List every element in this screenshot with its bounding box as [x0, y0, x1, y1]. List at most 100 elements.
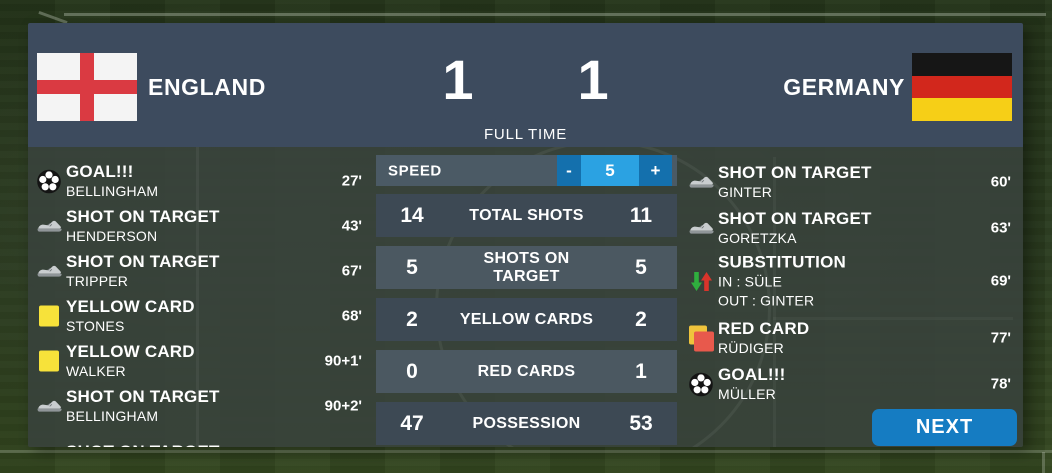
shoe-icon: [36, 213, 62, 240]
event-minute: 63': [990, 219, 1011, 237]
stat-home-value: 14: [400, 203, 424, 227]
speed-increase-button[interactable]: +: [639, 155, 672, 186]
event-title: SUBSTITUTION: [718, 252, 847, 272]
stat-row-red-cards: 0 RED CARDS 1: [376, 350, 677, 393]
stat-row-possession: 47 POSSESSION 53: [376, 402, 677, 445]
stat-label: TOTAL SHOTS: [469, 206, 584, 224]
event-row-shot: SHOT ON TARGET GINTER 60': [688, 160, 1011, 204]
speed-decrease-button[interactable]: -: [557, 155, 581, 186]
shoe-icon: [688, 169, 714, 196]
stat-home-value: 0: [406, 359, 418, 383]
stat-away-value: 1: [635, 359, 647, 383]
event-minute: 78': [990, 375, 1011, 393]
event-player: GORETZKA: [718, 230, 797, 246]
event-player-in: IN : SÜLE: [718, 273, 783, 290]
event-title: GOAL!!!: [718, 365, 786, 384]
event-row-goal: GOAL!!! MÜLLER 78': [688, 362, 1011, 406]
stat-away-value: 2: [635, 307, 647, 331]
yellow-card-icon: [36, 348, 62, 375]
away-events-list[interactable]: SHOT ON TARGET GINTER 60' SHOT O: [688, 147, 1011, 447]
home-events-list[interactable]: GOAL!!! BELLINGHAM 27' SHOT ON T: [36, 147, 362, 447]
event-minute: 68': [341, 307, 362, 325]
score-line: 1 1: [28, 49, 1023, 111]
pitch-sideline-bottom: [0, 450, 1052, 453]
event-minute: 67': [341, 262, 362, 280]
event-player: BELLINGHAM: [66, 183, 159, 199]
event-player: WALKER: [66, 363, 126, 379]
stat-label: POSSESSION: [472, 414, 581, 432]
event-title: SHOT ON TARGET: [66, 441, 220, 447]
event-minute: 90+1': [324, 352, 362, 370]
event-player: RÜDIGER: [718, 340, 784, 356]
event-title: SHOT ON TARGET: [66, 387, 220, 406]
substitution-arrows-icon: [688, 268, 714, 295]
event-row-yellow-card: YELLOW CARD STONES 68': [36, 294, 362, 338]
event-row-shot: SHOT ON TARGET GORETZKA 63': [688, 206, 1011, 250]
next-button[interactable]: NEXT: [872, 409, 1017, 446]
event-player: BELLINGHAM: [66, 408, 159, 424]
speed-stepper: - 5 +: [557, 155, 672, 186]
scoreboard-header: ENGLAND 1 1 FULL TIME GERMANY: [28, 23, 1023, 147]
event-row-shot-clipped: SHOT ON TARGET: [36, 431, 362, 447]
event-minute: 60': [990, 173, 1011, 191]
event-row-shot: SHOT ON TARGET HENDERSON 43': [36, 204, 362, 248]
event-row-shot: SHOT ON TARGET TRIPPER 67': [36, 249, 362, 293]
stat-home-value: 5: [406, 255, 418, 279]
stats-column: SPEED - 5 + 14 TOTAL SHOTS 11 5 SHOTS ON…: [376, 147, 677, 447]
stat-home-value: 2: [406, 307, 418, 331]
event-title: YELLOW CARD: [66, 342, 195, 361]
event-minute: 90+2': [324, 397, 362, 415]
event-player: STONES: [66, 318, 125, 334]
event-player: GINTER: [718, 184, 773, 200]
stat-away-value: 5: [635, 255, 647, 279]
away-score: 1: [577, 48, 609, 111]
shoe-icon: [36, 393, 62, 420]
stat-away-value: 53: [629, 411, 653, 435]
stat-home-value: 47: [400, 411, 424, 435]
event-title: SHOT ON TARGET: [718, 163, 872, 182]
match-panel: ENGLAND 1 1 FULL TIME GERMANY: [28, 23, 1023, 447]
speed-label: SPEED: [388, 162, 442, 179]
stat-row-shots-on-target: 5 SHOTS ON TARGET 5: [376, 246, 677, 289]
stat-row-total-shots: 14 TOTAL SHOTS 11: [376, 194, 677, 237]
event-row-substitution: SUBSTITUTION IN : SÜLE OUT : GINTER 69': [688, 250, 1011, 312]
shoe-icon: [36, 258, 62, 285]
event-title: RED CARD: [718, 319, 810, 338]
england-cross-vertical: [80, 53, 94, 121]
match-details: GOAL!!! BELLINGHAM 27' SHOT ON T: [28, 147, 1023, 447]
pitch-corner-bottom-right: [1042, 452, 1045, 473]
stat-row-yellow-cards: 2 YELLOW CARDS 2: [376, 298, 677, 341]
stat-label: YELLOW CARDS: [459, 310, 594, 328]
speed-control: SPEED - 5 +: [376, 155, 677, 186]
red-card-icon: [688, 325, 714, 352]
event-minute: 69': [990, 272, 1011, 290]
event-player: TRIPPER: [66, 273, 129, 289]
home-score: 1: [442, 48, 474, 111]
yellow-card-icon: [36, 303, 62, 330]
stat-label: RED CARDS: [477, 362, 576, 380]
event-title: YELLOW CARD: [66, 297, 195, 316]
soccer-ball-icon: [688, 371, 714, 398]
pitch-sideline-top: [64, 13, 1046, 16]
home-team-name: ENGLAND: [148, 74, 266, 100]
event-minute: 27': [341, 172, 362, 190]
event-player-out: OUT : GINTER: [718, 292, 815, 309]
event-row-red-card: RED CARD RÜDIGER 77': [688, 316, 1011, 360]
germany-flag-icon: [912, 53, 1012, 121]
event-minute: 43': [341, 217, 362, 235]
stat-label: SHOTS ON TARGET: [483, 249, 570, 285]
event-title: SHOT ON TARGET: [66, 207, 220, 226]
soccer-ball-icon: [36, 168, 62, 195]
event-player: HENDERSON: [66, 228, 158, 244]
event-row-shot: SHOT ON TARGET BELLINGHAM 90+2': [36, 384, 362, 428]
event-row-yellow-card: YELLOW CARD WALKER 90+1': [36, 339, 362, 383]
event-title: GOAL!!!: [66, 162, 134, 181]
speed-value: 5: [581, 155, 639, 186]
event-title: SHOT ON TARGET: [66, 252, 220, 271]
england-flag-icon: [37, 53, 137, 121]
event-row-goal: GOAL!!! BELLINGHAM 27': [36, 159, 362, 203]
shoe-icon: [688, 215, 714, 242]
match-status: FULL TIME: [483, 126, 568, 143]
event-minute: 77': [990, 329, 1011, 347]
